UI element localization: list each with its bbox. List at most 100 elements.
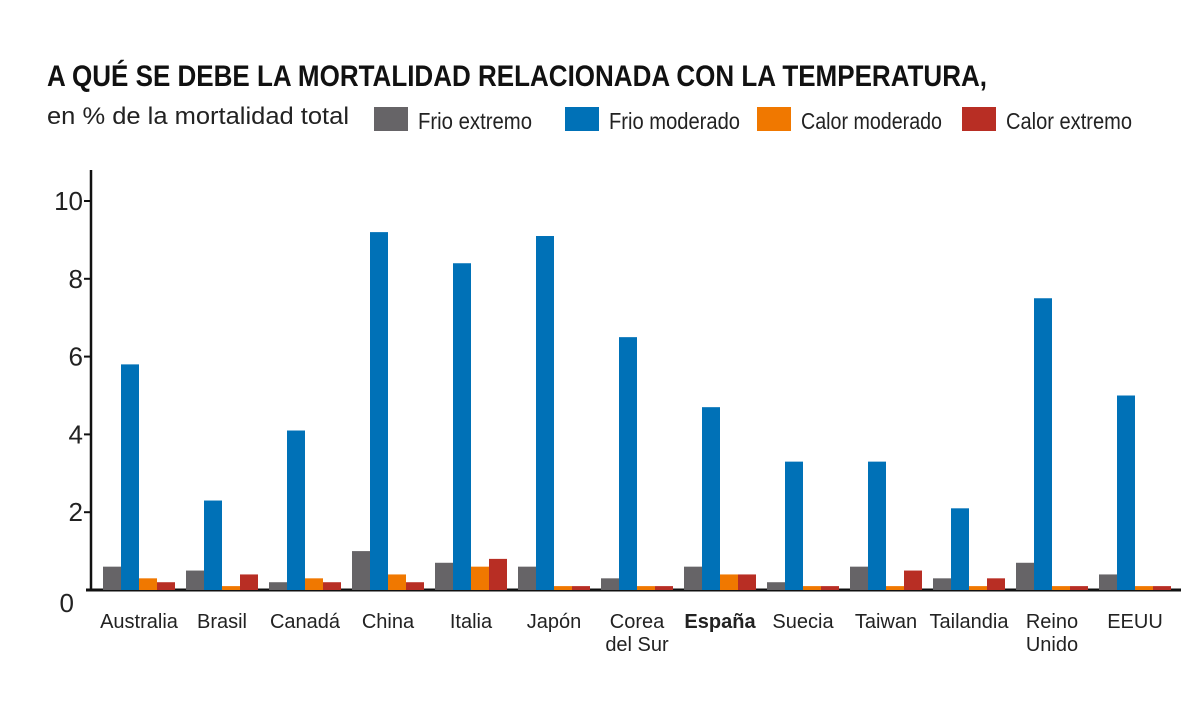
bar-group [1099, 395, 1171, 590]
x-tick-label: Canadá [270, 611, 341, 633]
bar [969, 586, 987, 590]
bars [103, 232, 1171, 590]
x-tick-label: Reino [1026, 611, 1078, 633]
bar [1099, 574, 1117, 590]
bar [738, 574, 756, 590]
y-tick-label: 4 [69, 419, 83, 449]
legend-swatch [565, 107, 599, 131]
bar [1117, 395, 1135, 590]
bar [684, 566, 702, 590]
bar [951, 508, 969, 590]
legend-swatch [962, 107, 996, 131]
legend-label: Calor extremo [1006, 108, 1132, 134]
x-tick-label: Taiwan [855, 611, 917, 633]
bar-group [186, 500, 258, 590]
bar [240, 574, 258, 590]
bar [139, 578, 157, 590]
x-tick-label: del Sur [605, 634, 669, 656]
bar [305, 578, 323, 590]
bar [157, 582, 175, 590]
bar [904, 570, 922, 590]
bar [186, 570, 204, 590]
bar [1070, 586, 1088, 590]
bar [803, 586, 821, 590]
chart-subtitle: en % de la mortalidad total [47, 103, 349, 130]
x-tick-label: Australia [100, 611, 179, 633]
bar [1034, 298, 1052, 590]
legend: Frio extremo Frio moderado Calor moderado C… [374, 107, 1132, 134]
bar-group [601, 337, 673, 590]
legend-label: Frio extremo [418, 108, 532, 134]
x-tick-label: EEUU [1107, 611, 1163, 633]
bar [1135, 586, 1153, 590]
y-tick-label: 0 [60, 588, 74, 618]
bar-group [767, 461, 839, 590]
bar [471, 566, 489, 590]
x-axis-labels: Australia Brasil Canadá China Italia Japón Cor… [100, 611, 1163, 656]
bar [121, 364, 139, 590]
x-tick-label: Japón [527, 611, 582, 633]
bar [536, 236, 554, 590]
bar [554, 586, 572, 590]
x-tick-label: Tailandia [930, 611, 1010, 633]
bar [572, 586, 590, 590]
y-tick-label: 2 [69, 497, 83, 527]
bar-group [1016, 298, 1088, 590]
bar-group [435, 263, 507, 590]
x-tick-label: Brasil [197, 611, 247, 633]
bar [489, 558, 507, 590]
bar-group [850, 461, 922, 590]
bar-group [103, 364, 175, 590]
bar [269, 582, 287, 590]
bar [933, 578, 951, 590]
bar-group [269, 430, 341, 590]
bar [103, 566, 121, 590]
bar-group [684, 407, 756, 590]
bar [323, 582, 341, 590]
bar [370, 232, 388, 590]
x-tick-label: China [362, 611, 415, 633]
y-tick-label: 6 [69, 342, 83, 372]
bar [720, 574, 738, 590]
bar [287, 430, 305, 590]
bar [435, 562, 453, 590]
legend-swatch [374, 107, 408, 131]
bar [1052, 586, 1070, 590]
y-tick-label: 10 [54, 186, 83, 216]
bar [821, 586, 839, 590]
bar [1153, 586, 1171, 590]
bar [406, 582, 424, 590]
bar [702, 407, 720, 590]
x-tick-label: Unido [1026, 634, 1078, 656]
bar [388, 574, 406, 590]
legend-swatch [757, 107, 791, 131]
bar [619, 337, 637, 590]
y-axis: 0 2 4 6 8 10 [54, 170, 1181, 618]
x-tick-label: Suecia [772, 611, 834, 633]
chart-title: A QUÉ SE DEBE LA MORTALIDAD RELACIONADA … [47, 59, 987, 93]
bar [222, 586, 240, 590]
bar-group [352, 232, 424, 590]
bar [204, 500, 222, 590]
bar [987, 578, 1005, 590]
bar-group [518, 236, 590, 590]
bar [886, 586, 904, 590]
x-tick-label: Corea [610, 611, 665, 633]
x-tick-label: Italia [450, 611, 493, 633]
legend-label: Frio moderado [609, 108, 740, 134]
bar [637, 586, 655, 590]
bar [453, 263, 471, 590]
bar [601, 578, 619, 590]
bar [767, 582, 785, 590]
bar [518, 566, 536, 590]
bar [352, 551, 370, 590]
y-tick-label: 8 [69, 264, 83, 294]
bar [655, 586, 673, 590]
bar-group [933, 508, 1005, 590]
x-tick-label: España [684, 611, 756, 633]
bar [1016, 562, 1034, 590]
legend-label: Calor moderado [801, 108, 942, 134]
bar [785, 461, 803, 590]
bar [868, 461, 886, 590]
